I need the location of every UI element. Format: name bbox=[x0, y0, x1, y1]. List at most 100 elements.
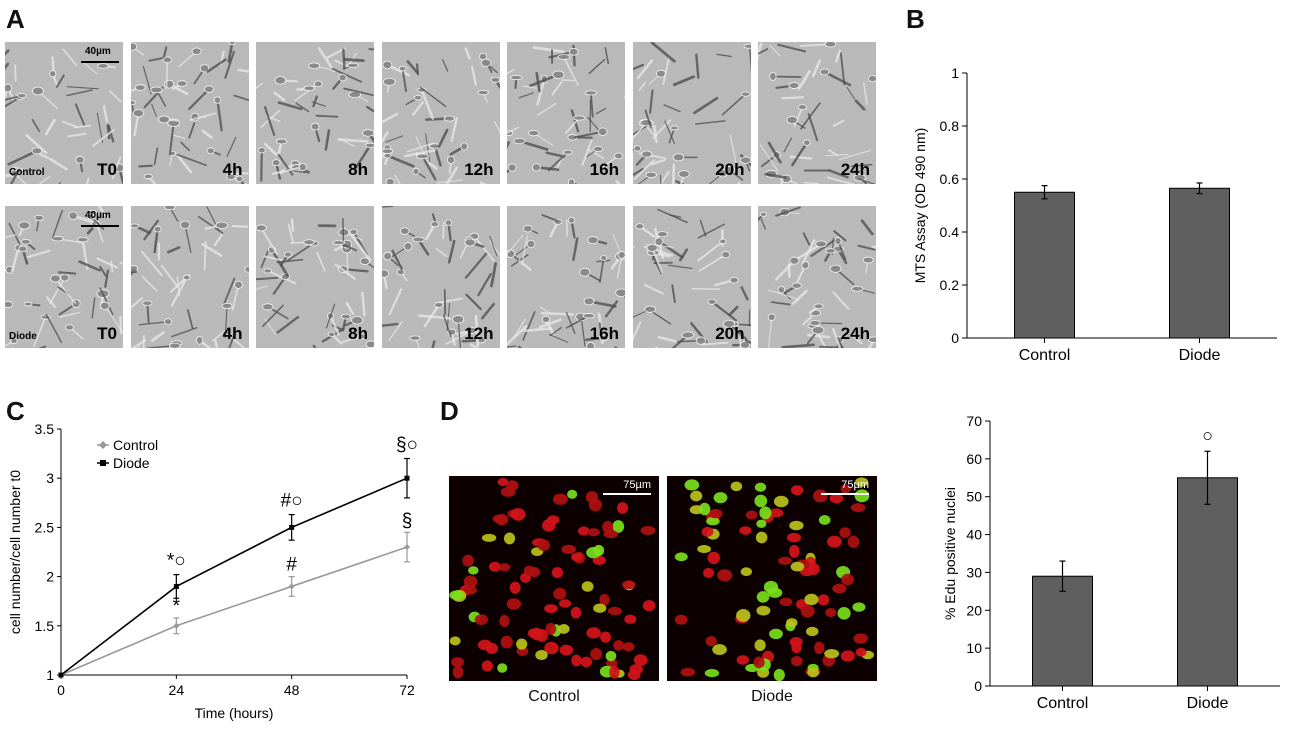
cell-shape bbox=[668, 265, 691, 268]
cell-shape bbox=[508, 235, 523, 253]
cell-shape bbox=[265, 144, 276, 154]
cell-shape bbox=[154, 148, 157, 164]
cell-body bbox=[311, 123, 319, 130]
cell-body bbox=[645, 172, 656, 177]
cell-body bbox=[304, 240, 314, 245]
nucleus bbox=[528, 628, 540, 638]
cell-body bbox=[5, 301, 13, 307]
nucleus bbox=[852, 602, 865, 611]
cell-body bbox=[816, 241, 827, 247]
fluorescence-image-diode: 75µm bbox=[667, 476, 877, 681]
cell-shape bbox=[549, 334, 567, 342]
nucleus bbox=[675, 552, 688, 561]
cell-shape bbox=[168, 247, 179, 252]
cell-shape bbox=[438, 298, 462, 302]
cell-body bbox=[481, 59, 491, 66]
x-axis-label: Time (hours) bbox=[195, 705, 274, 721]
significance-mark: § bbox=[402, 510, 413, 531]
nucleus bbox=[506, 480, 518, 491]
data-point bbox=[405, 476, 410, 481]
cell-body bbox=[135, 85, 145, 91]
nucleus bbox=[774, 669, 785, 681]
cell-shape bbox=[55, 278, 75, 303]
cell-shape bbox=[676, 181, 694, 184]
cell-shape bbox=[74, 126, 90, 128]
cell-shape bbox=[808, 335, 829, 337]
cell-shape bbox=[92, 298, 95, 318]
cell-shape bbox=[698, 241, 722, 260]
cell-shape bbox=[181, 142, 189, 150]
scale-bar bbox=[81, 61, 119, 63]
cell-body bbox=[50, 71, 56, 77]
cell-shape bbox=[238, 70, 249, 73]
legend-marker bbox=[99, 441, 107, 449]
panel-label-a: A bbox=[6, 4, 25, 35]
cell-shape bbox=[389, 289, 400, 314]
cell-shape bbox=[758, 44, 761, 67]
nucleus bbox=[613, 640, 624, 651]
nucleus bbox=[449, 590, 463, 599]
cell-body bbox=[409, 336, 419, 340]
nucleus bbox=[675, 615, 688, 625]
cell-body bbox=[19, 246, 27, 252]
cell-body bbox=[65, 325, 73, 330]
x-tick-label: Diode bbox=[1179, 347, 1221, 364]
cell-shape bbox=[567, 313, 575, 333]
fluorescence-caption-diode: Diode bbox=[667, 688, 877, 706]
cell-body bbox=[196, 336, 202, 344]
nucleus bbox=[841, 650, 855, 661]
nucleus bbox=[756, 520, 766, 528]
y-tick-label: 30 bbox=[966, 564, 982, 580]
cell-body bbox=[787, 116, 798, 123]
cell-body bbox=[601, 255, 607, 260]
y-tick-label: 0 bbox=[974, 678, 982, 694]
cell-shape bbox=[645, 285, 663, 294]
cell-body bbox=[183, 275, 190, 280]
fluorescence-image-control: 75µm bbox=[449, 476, 659, 681]
cell-shape bbox=[40, 154, 52, 160]
cell-body bbox=[542, 316, 550, 322]
cell-body bbox=[164, 319, 171, 325]
cell-shape bbox=[68, 134, 85, 136]
cell-body bbox=[21, 240, 31, 245]
cell-shape bbox=[673, 165, 674, 184]
cell-shape bbox=[605, 48, 608, 64]
cell-body bbox=[678, 171, 689, 178]
cell-shape bbox=[407, 61, 416, 72]
cell-shape bbox=[862, 221, 872, 234]
cell-body bbox=[583, 313, 594, 318]
cell-shape bbox=[809, 114, 817, 140]
nucleus bbox=[756, 532, 768, 544]
cell-body bbox=[383, 252, 391, 260]
cell-body bbox=[868, 75, 876, 81]
cell-shape bbox=[63, 49, 76, 65]
cell-body bbox=[333, 241, 345, 245]
cell-shape bbox=[439, 130, 447, 147]
cell-body bbox=[347, 63, 358, 67]
time-label: 24h bbox=[841, 160, 870, 180]
cell-shape bbox=[672, 285, 675, 302]
cell-shape bbox=[362, 293, 364, 315]
cell-shape bbox=[465, 253, 486, 277]
nucleus bbox=[453, 666, 464, 679]
nucleus bbox=[755, 483, 766, 492]
cell-body bbox=[131, 101, 135, 105]
cell-body bbox=[263, 304, 274, 310]
cell-shape bbox=[749, 46, 750, 74]
time-label: 4h bbox=[223, 324, 243, 344]
cell-shape bbox=[591, 93, 593, 117]
cell-shape bbox=[491, 263, 495, 286]
cell-shape bbox=[770, 45, 780, 55]
cell-shape bbox=[519, 347, 528, 348]
cell-shape bbox=[552, 82, 561, 95]
cell-body bbox=[434, 302, 442, 307]
cell-shape bbox=[507, 142, 509, 157]
y-tick-label: 0.4 bbox=[940, 224, 960, 240]
nucleus bbox=[746, 511, 758, 520]
cell-body bbox=[412, 168, 418, 174]
cell-shape bbox=[223, 279, 234, 307]
cell-body bbox=[350, 229, 357, 234]
nucleus bbox=[756, 606, 770, 616]
x-tick-label: Control bbox=[1019, 347, 1071, 364]
cell-shape bbox=[171, 328, 196, 337]
